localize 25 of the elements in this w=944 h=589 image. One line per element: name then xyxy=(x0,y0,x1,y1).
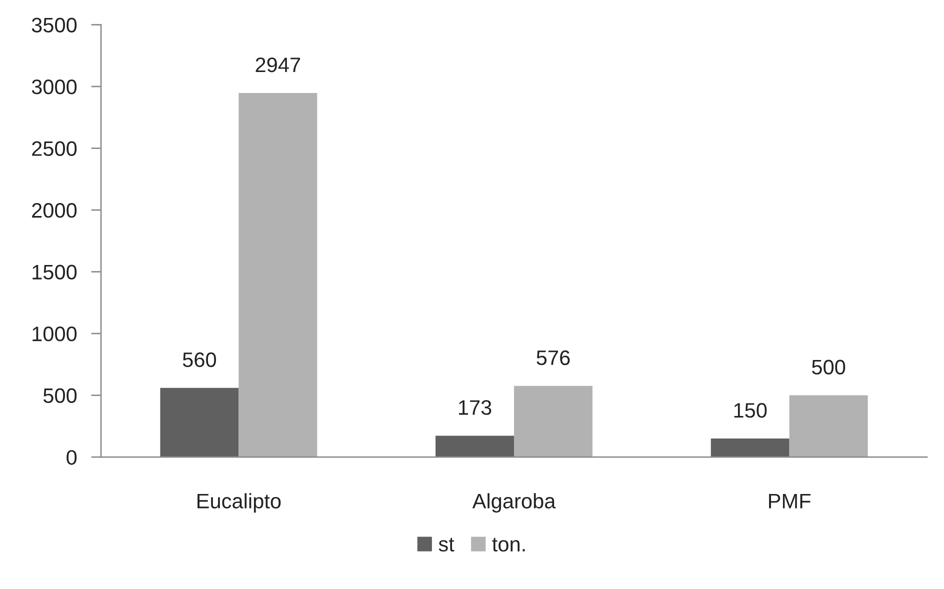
x-tick-label: Algaroba xyxy=(472,493,556,513)
bar xyxy=(238,93,318,458)
bar xyxy=(514,386,592,458)
data-label: 560 xyxy=(182,352,216,368)
x-tick-label: PMF xyxy=(769,494,810,508)
y-tick-label: 2000 xyxy=(32,203,77,218)
y-tick-label: 1000 xyxy=(32,326,77,342)
legend-label: st xyxy=(438,538,454,552)
legend-label: ton. xyxy=(492,538,525,552)
data-label: 500 xyxy=(812,360,846,375)
y-tick-label: 2500 xyxy=(32,141,77,156)
y-tick-label: 1500 xyxy=(32,264,77,280)
y-tick-label: 500 xyxy=(43,388,77,404)
bar xyxy=(789,395,868,458)
data-label: 576 xyxy=(536,350,570,366)
y-tick-label: 3500 xyxy=(32,18,77,32)
bar xyxy=(160,388,239,458)
y-tick-label: 0 xyxy=(66,450,77,465)
y-tick-label: 3000 xyxy=(32,80,77,94)
x-tick-label: Eucalipto xyxy=(198,493,281,513)
bar xyxy=(710,438,790,458)
data-label: 173 xyxy=(458,400,492,415)
data-label: 2947 xyxy=(256,58,300,72)
bar xyxy=(436,436,514,458)
data-label: 150 xyxy=(734,403,767,418)
